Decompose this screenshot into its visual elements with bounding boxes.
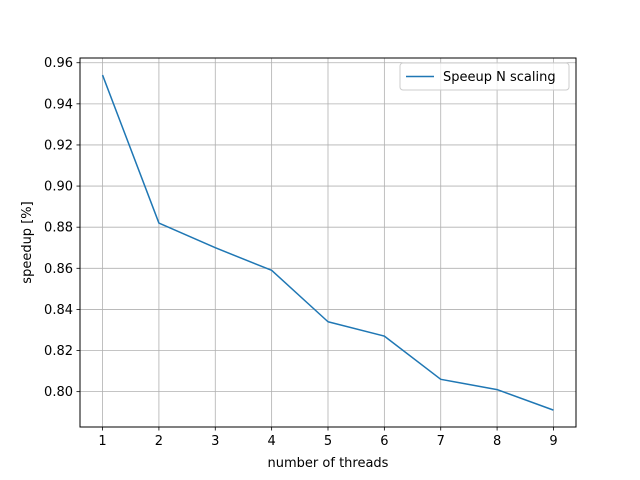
x-tick-label: 5 (324, 434, 332, 449)
x-axis-label: number of threads (268, 456, 389, 471)
y-tick-label: 0.94 (44, 97, 73, 112)
series-layer (101, 74, 554, 411)
x-tick-label: 3 (211, 434, 219, 449)
y-tick-label: 0.80 (44, 385, 73, 400)
x-tick-label: 4 (267, 434, 275, 449)
y-axis-label: speedup [%] (20, 201, 35, 283)
y-tick-label: 0.84 (44, 303, 73, 318)
legend: Speeup N scaling (399, 62, 570, 91)
y-tick-label: 0.82 (44, 344, 73, 359)
y-tick-label: 0.86 (44, 262, 73, 277)
x-tick-label: 6 (380, 434, 388, 449)
y-tick-label: 0.90 (44, 180, 73, 195)
x-tick-label: 8 (493, 434, 501, 449)
legend-entry-label: Speeup N scaling (443, 70, 556, 85)
x-tick-label: 2 (155, 434, 163, 449)
x-tick-label: 9 (549, 434, 557, 449)
x-tick-label: 1 (98, 434, 106, 449)
y-tick-label: 0.88 (44, 221, 73, 236)
ticks: 1 2 3 4 5 6 7 8 9 0.80 0.82 0.84 0.86 0.88 0.90 0.92 0.9… (44, 56, 558, 449)
y-tick-label: 0.96 (44, 56, 73, 71)
legend-box (399, 62, 570, 91)
x-tick-label: 7 (437, 434, 445, 449)
y-tick-label: 0.92 (44, 138, 73, 153)
grid (80, 58, 576, 427)
